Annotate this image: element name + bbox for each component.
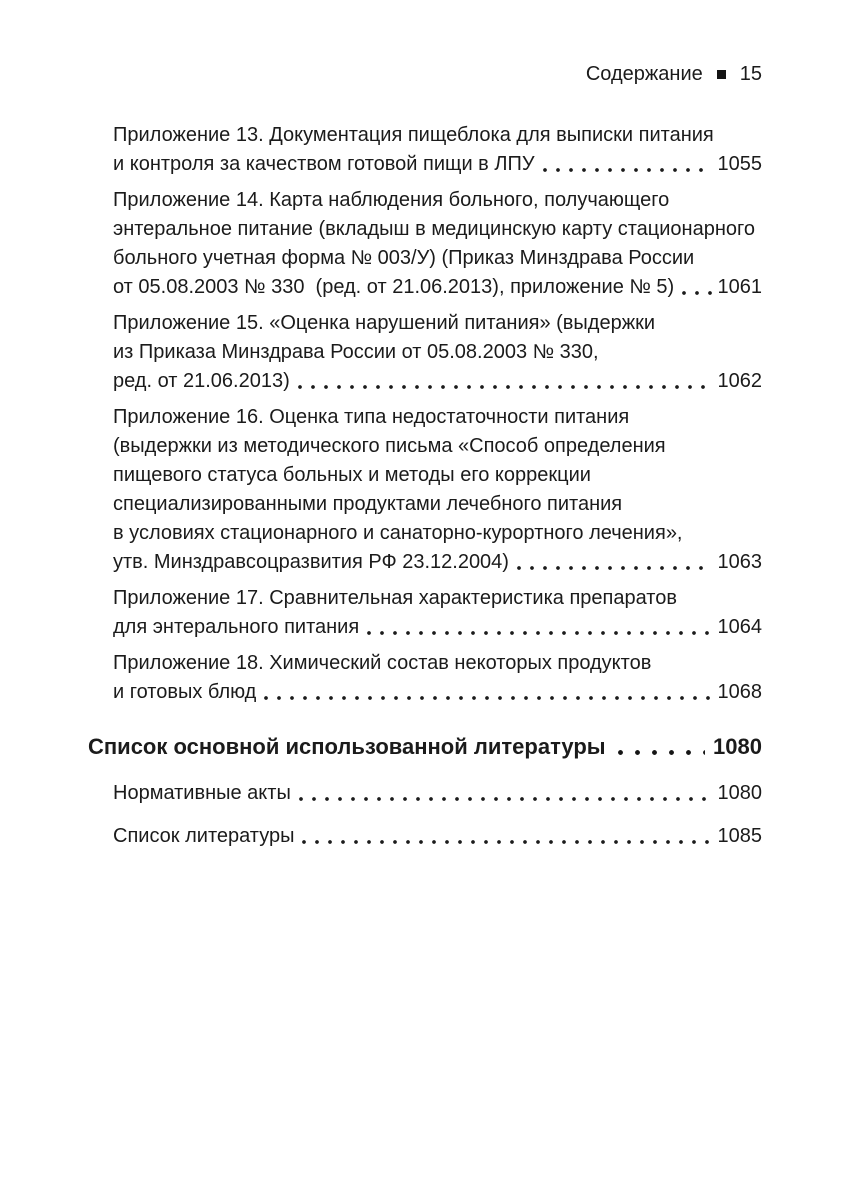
toc-entry-page-number: 1064 (717, 616, 763, 638)
toc-entry-page-number: 1080 (713, 734, 762, 759)
toc-entry-text: и готовых блюд (113, 681, 257, 703)
toc-entry-page-number: 1062 (717, 370, 763, 392)
toc-entry-line: Приложение 15. «Оценка нарушений питания… (113, 312, 656, 334)
toc-entry-last-line: утв. Минздравсоцразвития РФ 23.12.2004) 1… (113, 548, 762, 577)
toc-entry-text: для энтерального питания (113, 616, 360, 638)
toc-entry-page-number: 1063 (717, 551, 763, 573)
toc-entry-text: от 05.08.2003 № 330 (ред. от 21.06.2013)… (113, 276, 675, 298)
toc-entry-line: в условиях стационарного и санаторно-кур… (113, 522, 683, 544)
toc-entry-line: энтеральное питание (вкладыш в медицинск… (113, 218, 755, 240)
dot-leader (296, 779, 712, 808)
toc-entry: Приложение 18. Химический состав некотор… (113, 649, 762, 707)
toc-entry-line: из Приказа Минздрава России от 05.08.200… (113, 341, 599, 363)
toc-entry-last-line: от 05.08.2003 № 330 (ред. от 21.06.2013)… (113, 273, 762, 302)
dot-leader (680, 273, 712, 302)
toc-entry-line: Приложение 17. Сравнительная характерист… (113, 587, 677, 609)
toc-entry-last-line: и готовых блюд 1068 (113, 678, 762, 707)
toc-section-heading: Список основной использованной литератур… (88, 732, 762, 762)
toc-entry-line: больного учетная форма № 003/У) (Приказ … (113, 247, 695, 269)
running-head: Содержание 15 (586, 63, 762, 85)
toc-entry: Приложение 16. Оценка типа недостаточнос… (113, 403, 762, 577)
toc-entry-line: Приложение 16. Оценка типа недостаточнос… (113, 406, 630, 428)
toc-entry-text: ред. от 21.06.2013) (113, 370, 290, 392)
toc-entry-text: и контроля за качеством готовой пищи в Л… (113, 153, 535, 175)
dot-leader (615, 732, 706, 762)
toc-entry-line: Приложение 14. Карта наблюдения больного… (113, 189, 670, 211)
toc-entry-line: Приложение 18. Химический состав некотор… (113, 652, 652, 674)
dot-leader (295, 367, 712, 396)
toc-entry-text: Нормативные акты (113, 782, 291, 804)
toc-entry-page-number: 1061 (717, 276, 763, 298)
toc-entry-last-line: ред. от 21.06.2013) 1062 (113, 367, 762, 396)
toc-entry-page-number: 1068 (717, 681, 763, 703)
toc-entry-last-line: Нормативные акты 1080 (113, 779, 762, 808)
toc-entry-last-line: и контроля за качеством готовой пищи в Л… (113, 150, 762, 179)
running-head-page-number: 15 (739, 63, 762, 85)
toc-entry-line: пищевого статуса больных и методы его ко… (113, 464, 591, 486)
dot-leader (300, 822, 712, 851)
dot-leader (262, 678, 712, 707)
toc-entry-page-number: 1085 (717, 825, 763, 847)
dot-leader (540, 150, 712, 179)
toc-entry-text: Список литературы (113, 825, 295, 847)
toc-entry-line: Приложение 13. Документация пищеблока дл… (113, 124, 714, 146)
toc-entry-text: утв. Минздравсоцразвития РФ 23.12.2004) (113, 551, 509, 573)
toc-entry-page-number: 1055 (717, 153, 763, 175)
toc-entry-last-line: Список основной использованной литератур… (88, 732, 762, 762)
square-bullet-icon (716, 69, 726, 79)
toc-entry: Список литературы 1085 (113, 822, 762, 851)
toc-entry-last-line: для энтерального питания 1064 (113, 613, 762, 642)
table-of-contents: Приложение 13. Документация пищеблока дл… (88, 121, 762, 865)
toc-entry-text: Список основной использованной литератур… (88, 734, 606, 759)
dot-leader (365, 613, 712, 642)
toc-entry-page-number: 1080 (717, 782, 763, 804)
dot-leader (514, 548, 712, 577)
toc-entry-line: специализированными продуктами лечебного… (113, 493, 623, 515)
toc-entry: Приложение 14. Карта наблюдения больного… (113, 186, 762, 302)
toc-entry: Приложение 15. «Оценка нарушений питания… (113, 309, 762, 396)
toc-entry-line: (выдержки из методического письма «Спосо… (113, 435, 666, 457)
toc-entry: Приложение 17. Сравнительная характерист… (113, 584, 762, 642)
toc-entry: Нормативные акты 1080 (113, 779, 762, 808)
toc-entry-last-line: Список литературы 1085 (113, 822, 762, 851)
running-head-title: Содержание (585, 63, 703, 85)
toc-entry: Приложение 13. Документация пищеблока дл… (113, 121, 762, 179)
